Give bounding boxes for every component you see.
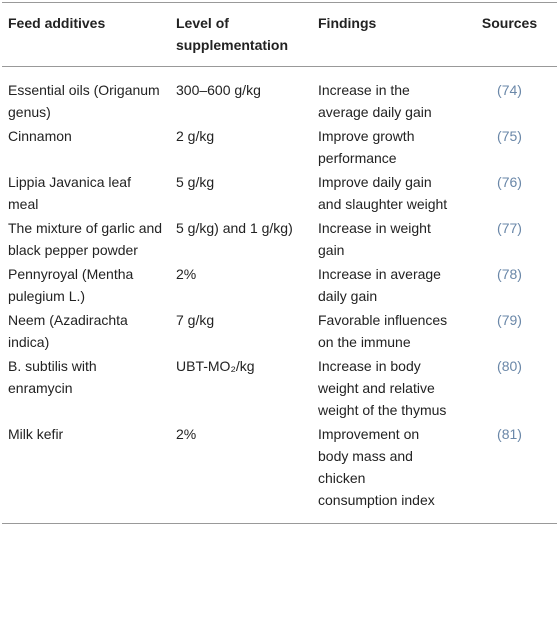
table-cell: Improve growth performance	[312, 124, 462, 170]
table-cell: B. subtilis with enramycin	[2, 354, 170, 422]
table-cell: 300–600 g/kg	[170, 67, 312, 125]
cell-text: (77)	[497, 220, 522, 236]
cell-text: Improve daily gain and slaughter weight	[318, 174, 448, 212]
table-cell: Milk kefir	[2, 422, 170, 524]
cell-text: 7 g/kg	[176, 312, 215, 328]
table-cell: Lippia Javanica leaf meal	[2, 170, 170, 216]
cell-text: 300–600 g/kg	[176, 82, 261, 98]
cell-text: Essential oils (Origanum genus)	[8, 82, 160, 120]
table-cell: (74)	[462, 67, 557, 125]
cell-text: Favorable influences on the immune	[318, 312, 448, 350]
table-cell: Essential oils (Origanum genus)	[2, 67, 170, 125]
cell-text: Lippia Javanica leaf meal	[8, 174, 131, 212]
cell-text: (76)	[497, 174, 522, 190]
table-cell: Cinnamon	[2, 124, 170, 170]
cell-text: Cinnamon	[8, 128, 72, 144]
cell-text: UBT-MO₂/kg	[176, 358, 255, 374]
table-cell: Increase in weight gain	[312, 216, 462, 262]
cell-text: Increase in weight gain	[318, 220, 431, 258]
cell-text: Neem (Azadirachta indica)	[8, 312, 128, 350]
table-cell: UBT-MO₂/kg	[170, 354, 312, 422]
table-row: Pennyroyal (Mentha pulegium L.) 2% Increas…	[2, 262, 557, 308]
header-cell: Findings	[318, 15, 377, 31]
table-cell: 7 g/kg	[170, 308, 312, 354]
table-cell: 2%	[170, 262, 312, 308]
table-cell: Increase in average daily gain	[312, 262, 462, 308]
header-cell: Feed additives	[8, 15, 106, 31]
cell-text: 5 g/kg) and 1 g/kg)	[176, 220, 293, 236]
cell-text: Increase in the average daily gain	[318, 82, 432, 120]
table-cell: Increase in the average daily gain	[312, 67, 462, 125]
table-cell: 5 g/kg) and 1 g/kg)	[170, 216, 312, 262]
table-row: Cinnamon 2 g/kg Improve growth performance…	[2, 124, 557, 170]
cell-text: (78)	[497, 266, 522, 282]
table-row: Neem (Azadirachta indica) 7 g/kg Favorable…	[2, 308, 557, 354]
table-cell: 2 g/kg	[170, 124, 312, 170]
table-cell: (78)	[462, 262, 557, 308]
table-head: Feed additives Level of supplementation Fi…	[2, 2, 557, 67]
cell-text: (74)	[497, 82, 522, 98]
cell-text: (75)	[497, 128, 522, 144]
table-cell: 5 g/kg	[170, 170, 312, 216]
table-cell: (76)	[462, 170, 557, 216]
table-row: Lippia Javanica leaf meal 5 g/kg Improve d…	[2, 170, 557, 216]
table-cell: Improvement on body mass and chicken con…	[312, 422, 462, 524]
table-row: The mixture of garlic and black pepper p…	[2, 216, 557, 262]
table-cell: 2%	[170, 422, 312, 524]
table-row: Essential oils (Origanum genus) 300–600 g…	[2, 67, 557, 125]
cell-text: 2%	[176, 426, 197, 442]
cell-text: (79)	[497, 312, 522, 328]
header-cell: Sources	[481, 15, 538, 31]
table-cell: Favorable influences on the immune	[312, 308, 462, 354]
cell-text: Increase in body weight and relative wei…	[318, 358, 447, 418]
cell-text: Improve growth performance	[318, 128, 415, 166]
cell-text: The mixture of garlic and black pepper p…	[8, 220, 163, 258]
table-cell: (77)	[462, 216, 557, 262]
cell-text: (81)	[497, 426, 522, 442]
table-cell: Improve daily gain and slaughter weight	[312, 170, 462, 216]
cell-text: Increase in average daily gain	[318, 266, 441, 304]
table-cell: Increase in body weight and relative wei…	[312, 354, 462, 422]
table-body: Essential oils (Origanum genus) 300–600 g…	[2, 67, 557, 524]
data-table: Feed additives Level of supplementation Fi…	[2, 2, 557, 524]
table-cell: (81)	[462, 422, 557, 524]
table-cell: Neem (Azadirachta indica)	[2, 308, 170, 354]
table-row: B. subtilis with enramycin UBT-MO₂/kg Incr…	[2, 354, 557, 422]
header-cell: Level of supplementation	[176, 15, 289, 53]
header-row: Feed additives Level of supplementation Fi…	[2, 2, 557, 67]
table-cell: The mixture of garlic and black pepper p…	[2, 216, 170, 262]
table-cell: Pennyroyal (Mentha pulegium L.)	[2, 262, 170, 308]
table-row: Milk kefir 2% Improvement on body mass and…	[2, 422, 557, 524]
cell-text: Improvement on body mass and chicken con…	[318, 426, 435, 508]
cell-text: (80)	[497, 358, 522, 374]
cell-text: Milk kefir	[8, 426, 64, 442]
cell-text: 5 g/kg	[176, 174, 215, 190]
table-cell: (75)	[462, 124, 557, 170]
cell-text: B. subtilis with enramycin	[8, 358, 97, 396]
cell-text: Pennyroyal (Mentha pulegium L.)	[8, 266, 134, 304]
cell-text: 2 g/kg	[176, 128, 215, 144]
table-cell: (79)	[462, 308, 557, 354]
table-cell: (80)	[462, 354, 557, 422]
cell-text: 2%	[176, 266, 197, 282]
